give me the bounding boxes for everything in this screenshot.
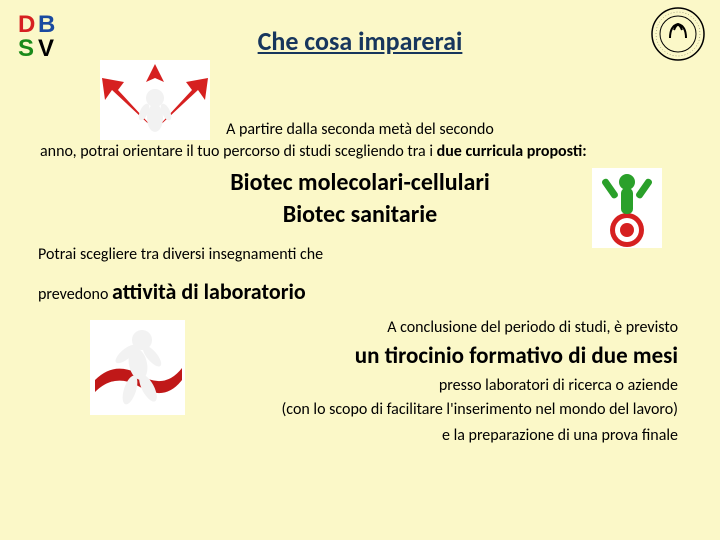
lab-text: prevedono attività di laboratorio [38, 278, 306, 305]
intro-text-line1: A partire dalla seconda metà del secondo [0, 120, 720, 139]
intro-text-line2: anno, potrai orientare il tuo percorso d… [40, 142, 690, 161]
scopo-text: (con lo scopo di facilitare l'inseriment… [281, 400, 678, 419]
choose-text: Potrai scegliere tra diversi insegnament… [38, 245, 323, 264]
page-title: Che cosa imparerai [0, 25, 720, 57]
runner-finish-icon [90, 320, 185, 415]
conclusion-text: A conclusione del periodo di studi, è pr… [387, 318, 678, 337]
prova-text: e la preparazione di una prova finale [442, 426, 678, 445]
target-person-icon [592, 168, 662, 248]
tirocinio-text: un tirocinio formativo di due mesi [355, 342, 678, 370]
presso-text: presso laboratori di ricerca o aziende [439, 376, 678, 395]
